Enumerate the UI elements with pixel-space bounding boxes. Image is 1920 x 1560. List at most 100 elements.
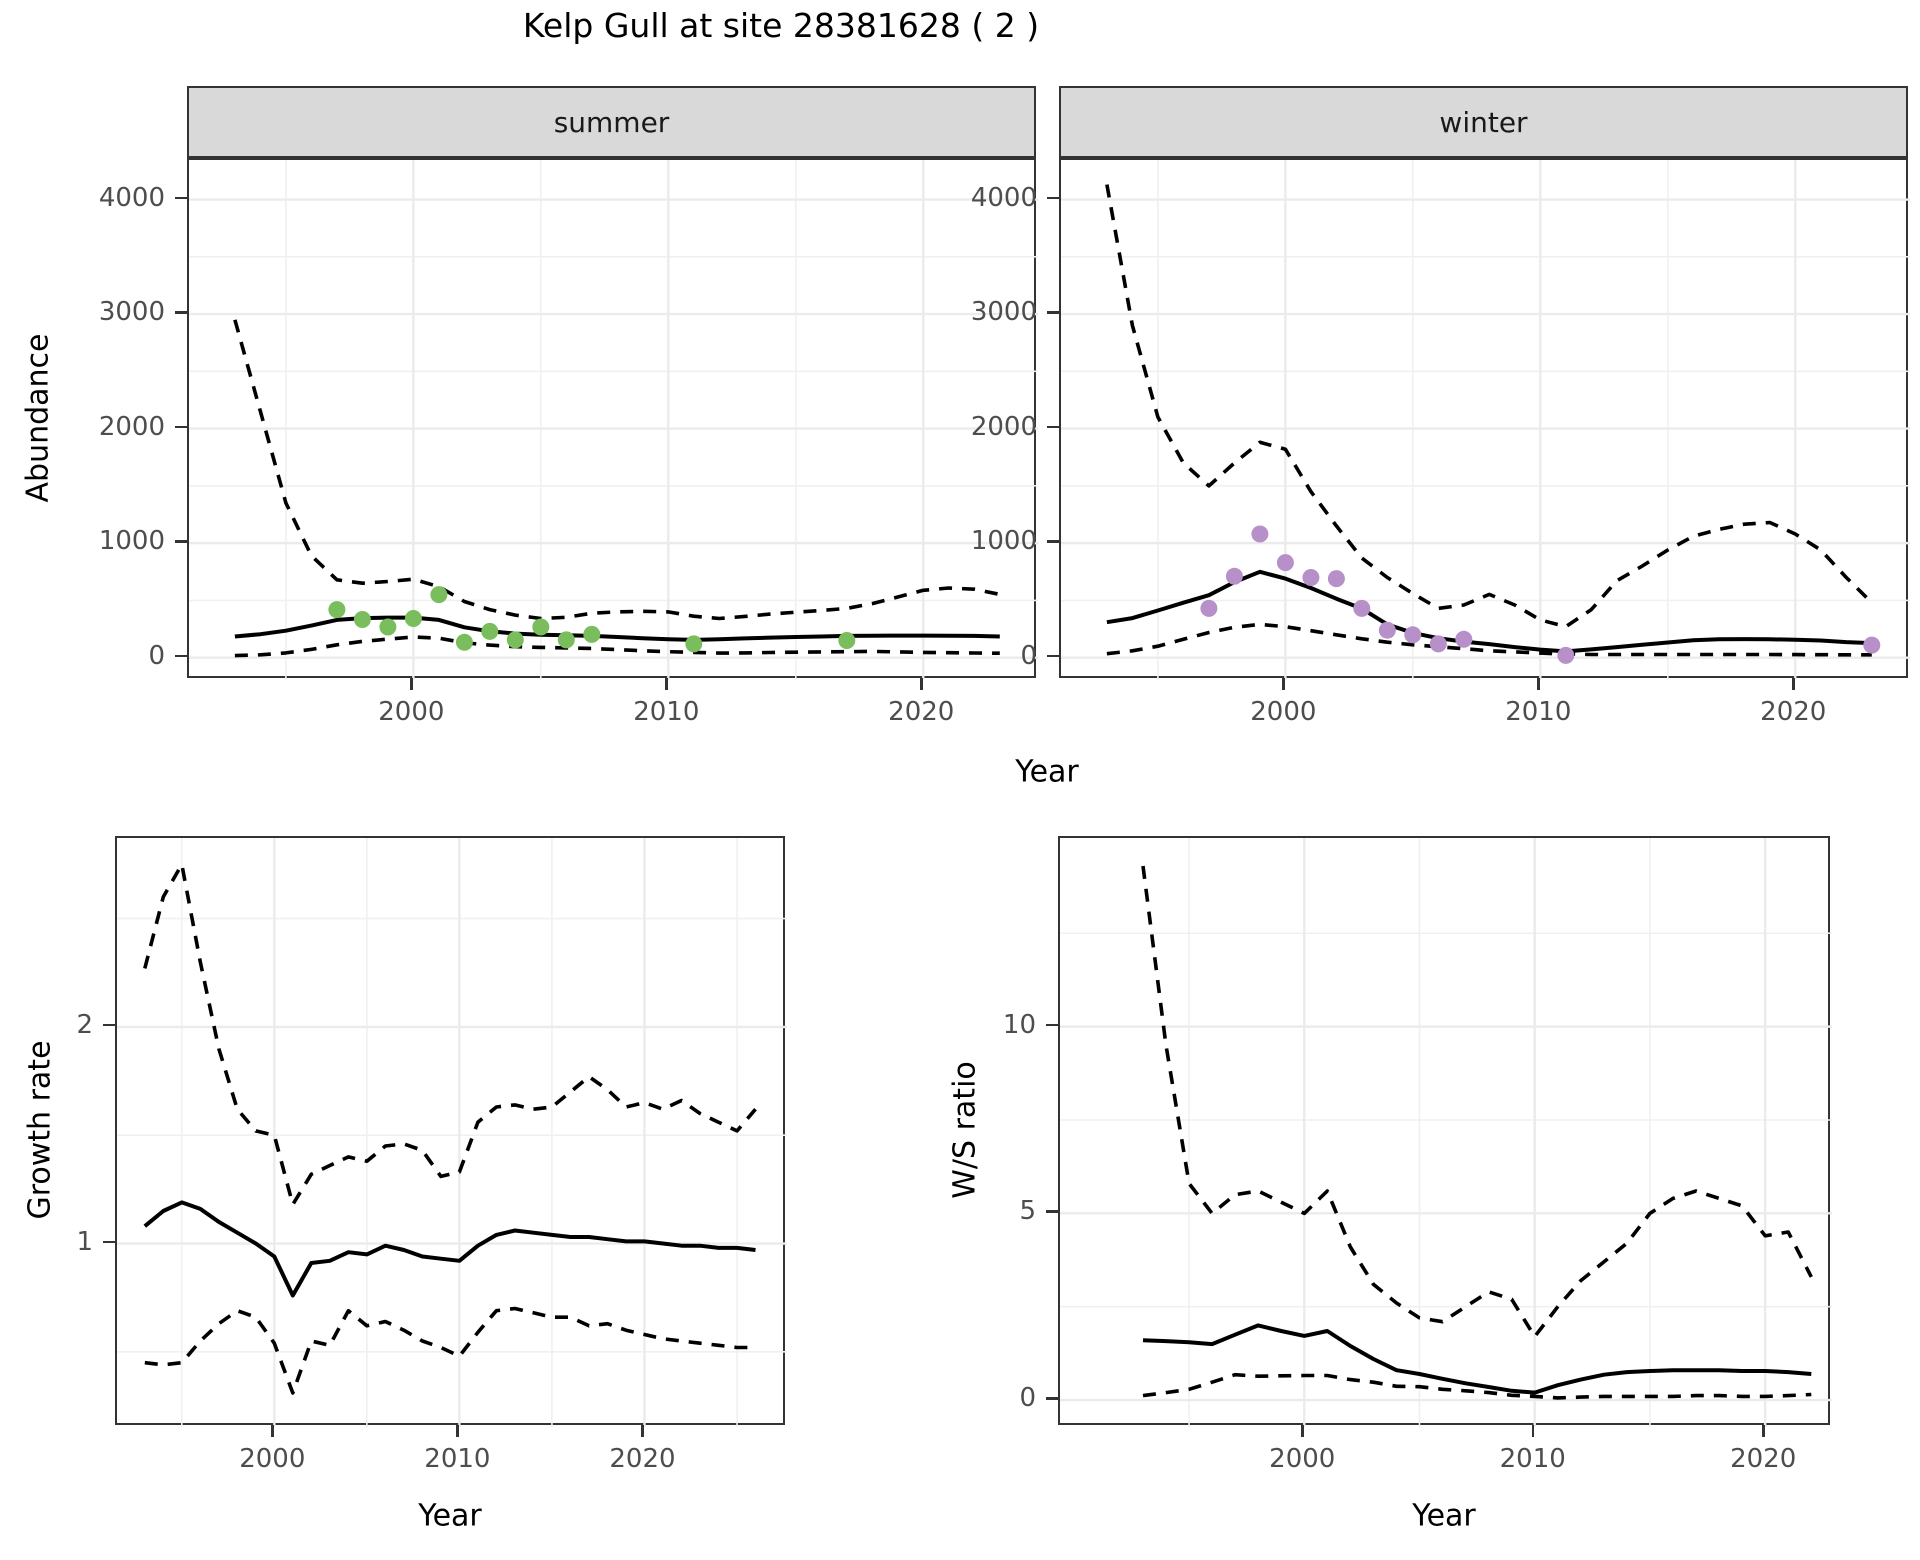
data-point	[430, 586, 448, 604]
median-line	[143, 1200, 756, 1298]
y-tick-label: 3000	[970, 297, 1037, 328]
data-point	[1429, 635, 1447, 653]
data-point	[404, 610, 422, 627]
ci-upper-line	[1105, 184, 1874, 629]
panel-abundance-summer	[187, 158, 1038, 680]
data-point	[379, 618, 397, 636]
ci-lower-line	[234, 635, 1000, 658]
y-tick-mark	[1047, 540, 1059, 543]
ci-upper-line	[143, 862, 757, 1207]
x-tick-mark	[271, 1425, 274, 1437]
ci-lower-line	[144, 1306, 756, 1395]
abundance_winter-plot	[1061, 160, 1910, 680]
x-tick-label: 2010	[424, 1444, 491, 1474]
x-tick-mark	[1301, 1425, 1304, 1437]
x-tick-mark	[456, 1425, 459, 1437]
y-tick-mark	[175, 196, 187, 199]
data-point	[328, 601, 346, 619]
data-point	[1251, 525, 1269, 543]
chart-title: Kelp Gull at site 28381628 ( 2 )	[522, 6, 1040, 45]
x-tick-mark	[641, 1425, 644, 1437]
data-point	[1225, 567, 1243, 585]
median-line	[234, 615, 1000, 642]
y-tick-label: 1000	[970, 526, 1037, 557]
y-tick-label: 0	[148, 640, 165, 671]
y-tick-mark	[1047, 425, 1059, 429]
x-tick-label: 2010	[1505, 697, 1572, 727]
y-tick-mark	[1047, 654, 1059, 658]
y-tick-mark	[1046, 1397, 1058, 1400]
data-point	[557, 631, 575, 649]
panel-growth-rate	[115, 836, 787, 1427]
y-tick-label: 1000	[98, 526, 165, 557]
facet-strip-summer-label: summer	[553, 105, 670, 139]
abundance_summer-plot	[189, 160, 1038, 680]
x-axis-label-year-growth: Year	[418, 1498, 482, 1534]
data-point	[583, 625, 601, 643]
x-tick-label: 2020	[1760, 697, 1827, 727]
y-tick-mark	[1046, 1210, 1058, 1213]
y-tick-label: 1	[76, 1226, 93, 1257]
x-axis-label-year-ws: Year	[1412, 1498, 1476, 1534]
y-tick-label: 2000	[970, 411, 1037, 442]
y-axis-label-ws-ratio: W/S ratio	[947, 1061, 983, 1199]
y-tick-mark	[175, 654, 187, 658]
y-axis-label-growth-rate: Growth rate	[22, 1040, 58, 1220]
y-tick-mark	[1047, 311, 1059, 314]
data-point	[1327, 570, 1345, 588]
x-tick-label: 2020	[609, 1444, 676, 1474]
data-point	[838, 632, 856, 649]
ci-upper-line	[233, 319, 1001, 621]
x-tick-mark	[920, 678, 923, 690]
x-tick-mark	[410, 678, 413, 690]
data-point	[1557, 646, 1575, 664]
y-tick-label: 3000	[98, 297, 165, 328]
data-point	[1404, 626, 1422, 644]
x-tick-mark	[665, 678, 668, 690]
data-point	[1378, 621, 1396, 639]
x-tick-label: 2020	[888, 697, 955, 727]
y-tick-label: 4000	[98, 182, 165, 213]
y-tick-label: 0	[1019, 1383, 1036, 1414]
x-tick-mark	[1531, 1425, 1535, 1437]
x-tick-label: 2010	[1499, 1444, 1566, 1474]
y-tick-mark	[175, 540, 187, 543]
data-point	[1200, 599, 1218, 617]
x-axis-label-year-top: Year	[1015, 754, 1079, 790]
y-tick-mark	[103, 1023, 115, 1027]
facet-strip-winter-label: winter	[1439, 105, 1528, 139]
y-tick-label: 2000	[98, 411, 165, 442]
panel-abundance-winter	[1059, 158, 1910, 680]
y-tick-label: 4000	[970, 182, 1037, 213]
y-tick-label: 5	[1019, 1196, 1036, 1227]
ws_ratio-plot	[1060, 838, 1832, 1427]
y-tick-mark	[1047, 196, 1059, 199]
y-tick-mark	[1046, 1023, 1058, 1027]
y-tick-mark	[175, 425, 187, 429]
panel-ws-ratio	[1058, 836, 1832, 1427]
x-tick-label: 2010	[633, 697, 700, 727]
y-tick-label: 0	[1020, 640, 1037, 671]
data-point	[506, 631, 524, 649]
x-tick-mark	[1792, 678, 1795, 690]
data-point	[1863, 636, 1881, 654]
facet-strip-summer: summer	[187, 86, 1036, 158]
data-point	[1353, 599, 1371, 617]
data-point	[1302, 569, 1320, 586]
facet-strip-winter: winter	[1059, 86, 1908, 158]
x-tick-label: 2020	[1730, 1444, 1797, 1474]
median-line	[1142, 1323, 1812, 1395]
x-tick-label: 2000	[239, 1444, 306, 1474]
y-tick-mark	[103, 1240, 115, 1244]
growth_rate-plot	[117, 838, 787, 1427]
x-tick-mark	[1537, 678, 1540, 690]
data-point	[1455, 630, 1473, 648]
x-tick-mark	[1762, 1425, 1765, 1437]
x-tick-label: 2000	[1269, 1444, 1336, 1474]
data-point	[685, 635, 703, 653]
data-point	[455, 633, 473, 651]
median-line	[1106, 569, 1872, 654]
ci-lower-line	[1142, 1372, 1812, 1400]
x-tick-label: 2000	[1250, 697, 1317, 727]
